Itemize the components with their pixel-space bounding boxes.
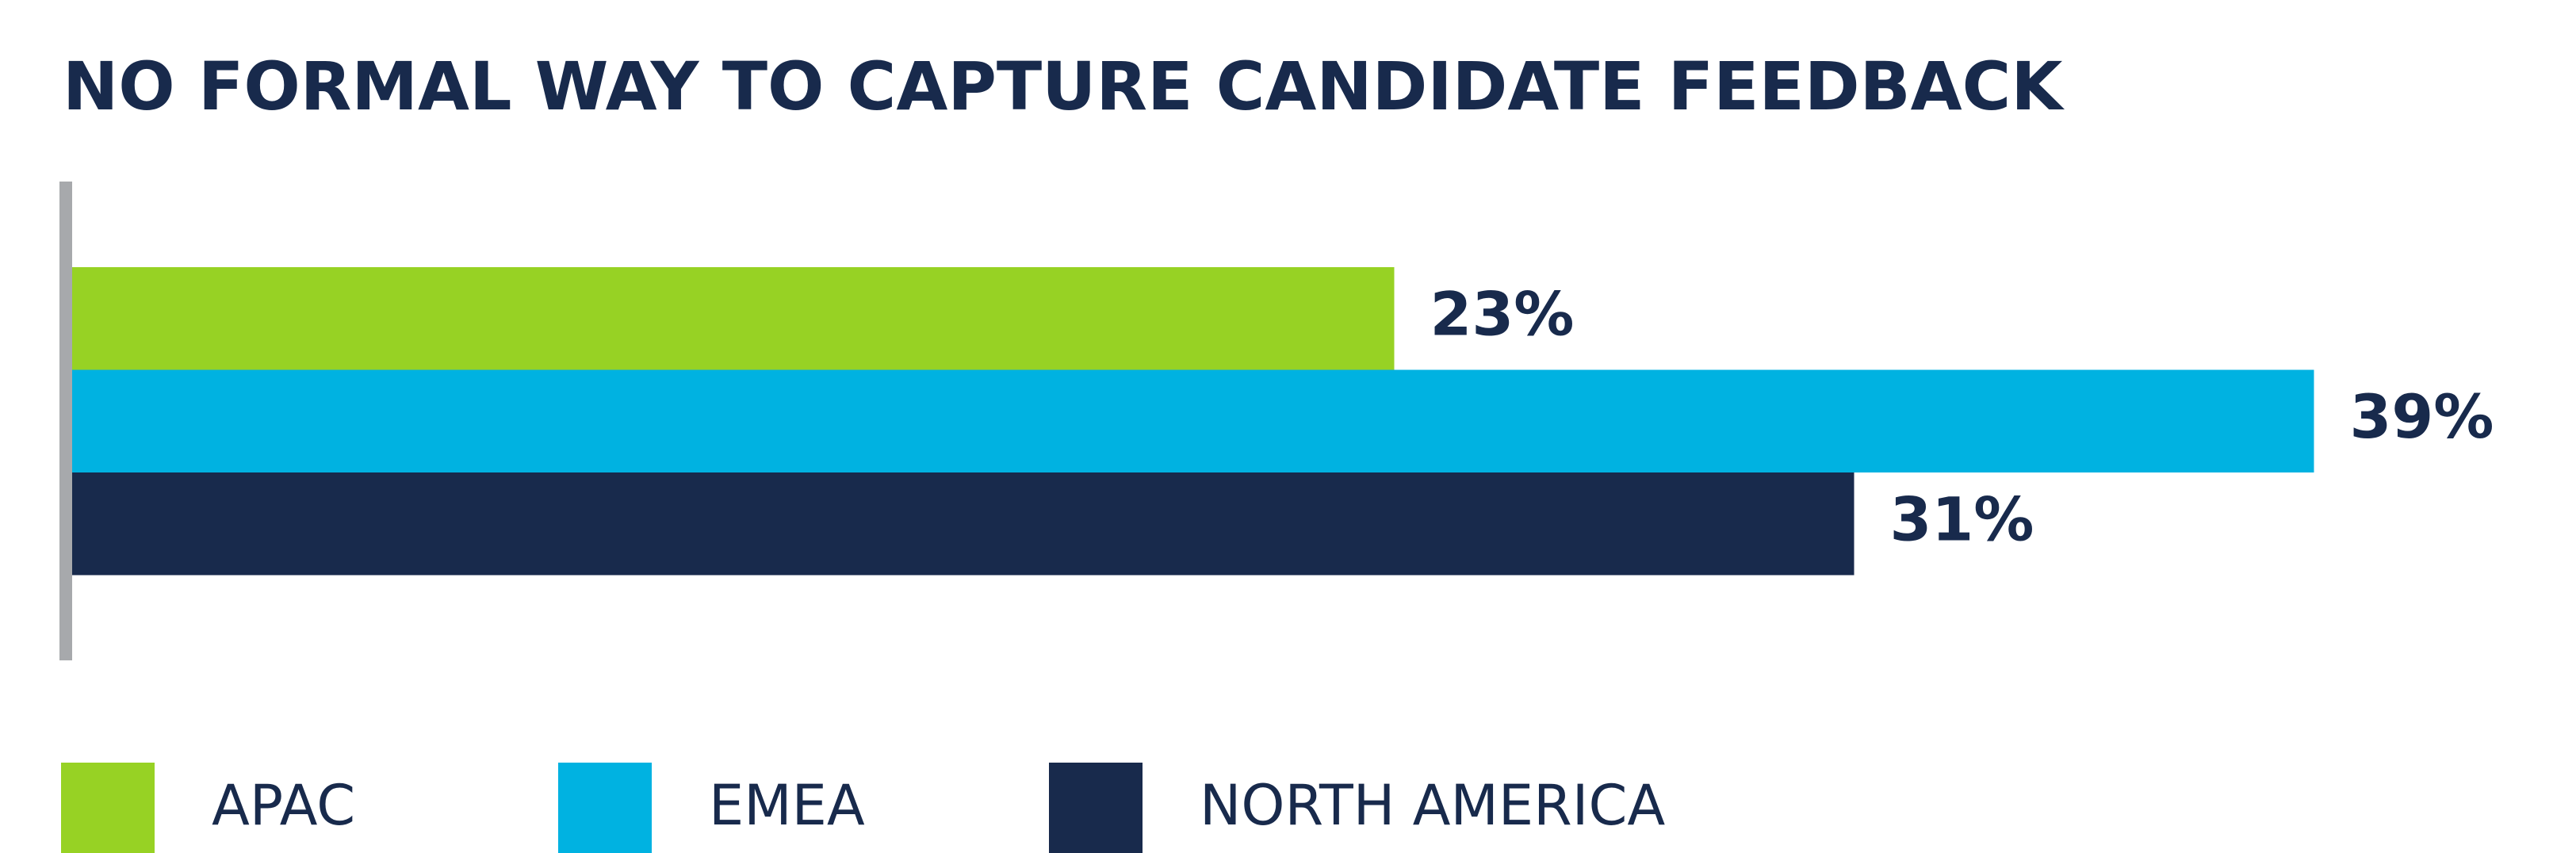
legend-label: APAC [212, 773, 355, 838]
data-label: 39% [2350, 381, 2494, 452]
legend-swatch [1049, 763, 1143, 853]
axis-line [59, 182, 72, 660]
legend-label: NORTH AMERICA [1200, 773, 1665, 838]
bar [72, 472, 1854, 576]
chart-title: NO FORMAL WAY TO CAPTURE CANDIDATE FEEDB… [63, 48, 2065, 125]
data-label: 23% [1430, 279, 1575, 350]
bar [72, 369, 2314, 472]
legend-swatch [61, 763, 155, 853]
legend-swatch [558, 763, 652, 853]
legend-label: EMEA [709, 773, 865, 838]
bar [72, 267, 1395, 370]
data-label: 31% [1890, 484, 2034, 555]
